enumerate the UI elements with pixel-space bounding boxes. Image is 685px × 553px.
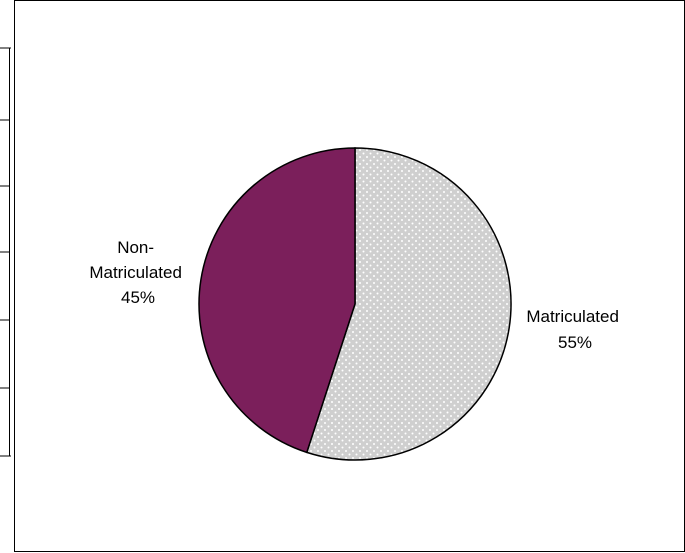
adjacent-table-lines — [0, 47, 11, 457]
slice-label-non-matriculated: Non- Matriculated 45% — [89, 238, 186, 307]
pie-chart: Non- Matriculated 45% Matriculated 55% — [89, 147, 623, 461]
pie-slice-matriculated — [305, 147, 512, 461]
pie-slice-non-matriculated — [198, 147, 356, 454]
slice-label-matriculated: Matriculated 55% — [526, 307, 623, 352]
pie-slices — [198, 147, 512, 461]
chart-area: Non- Matriculated 45% Matriculated 55% — [14, 0, 685, 552]
adjacent-table-fragment — [0, 0, 11, 552]
